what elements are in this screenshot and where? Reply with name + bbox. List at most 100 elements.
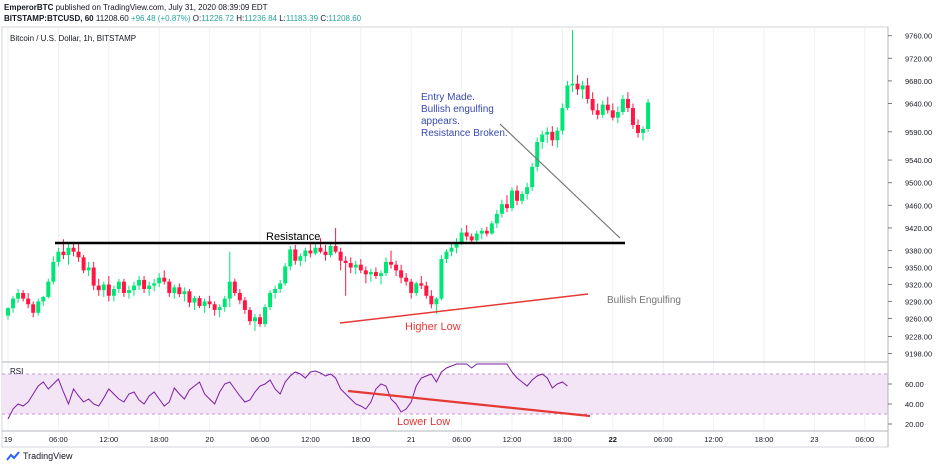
candle-body [469,236,474,241]
time-tick-label: 06:00 [452,435,471,444]
candle-body [499,204,504,214]
candle-body [147,285,152,290]
candle-body [192,298,197,303]
last-price: 11208.60 [95,14,129,23]
candle-body [464,232,469,237]
time-tick-label: 18:00 [351,435,370,444]
candle-body [318,247,323,252]
candle-body [419,283,424,286]
candle-body [449,247,454,252]
time-tick-label: 22 [609,435,617,444]
candle-body [646,102,651,129]
price-tick-label: 9320.00 [905,280,932,289]
time-tick-label: 06:00 [49,435,68,444]
time-tick-label: 20 [205,435,213,444]
candle-body [182,291,187,295]
candle-body [555,130,560,141]
candle-body [202,301,207,306]
candle-body [590,98,595,111]
time-tick-label: 18:00 [553,435,572,444]
symbol-info: BITSTAMP:BTCUSD, 60 11208.60 +96.48 (+0.… [4,14,362,23]
candle-body [242,300,247,310]
candle-body [137,279,142,286]
candle-body [252,317,257,322]
candle-body [121,281,126,293]
candle-body [414,283,419,293]
rsi-tick-label: 60.00 [905,380,924,389]
candle-body [222,298,227,308]
candle-body [132,285,136,291]
close-value: 11208.60 [328,14,362,23]
candle-body [293,249,298,261]
time-tick-label: 18:00 [755,435,774,444]
bullish-engulfing-label: Bullish Engulfing [607,295,681,306]
candle-body [585,85,590,99]
time-axis: 19 06:00 12:00 18:00 20 06:00 12:00 18:00 21 06:0… [4,435,874,444]
candle-body [434,298,439,305]
candle-body [520,194,525,201]
candle-body [373,272,378,276]
higher-low-label: Higher Low [405,321,461,333]
candle-body [540,134,545,142]
candle-body [560,108,565,131]
author-name[interactable]: EmperorBTC [4,3,54,12]
candle-body [36,301,41,313]
price-tick-label: 9350.00 [905,264,932,273]
lower-low-line [347,389,591,418]
price-tick-label: 9760.00 [905,32,932,41]
candle-body [515,190,520,201]
candle-body [66,247,71,256]
rsi-label: RSI [10,367,23,376]
candle-body [157,277,162,284]
candle-body [444,251,449,260]
candle-body [232,281,237,293]
candle-body [575,83,580,90]
candle-body [641,128,646,133]
candle-body [247,309,252,322]
time-tick-label: 06:00 [654,435,673,444]
price-tick-label: 9500.00 [905,179,932,188]
tradingview-brand[interactable]: TradingView [6,451,73,461]
candle-body [21,292,26,299]
candle-body [530,166,535,188]
candle-body [439,259,444,299]
high-value: 11236.84 [244,14,277,23]
candle-body [217,307,222,310]
candle-body [81,257,86,271]
candle-body [197,298,202,306]
open-value: 11226.72 [201,14,234,23]
candle-body [278,283,283,290]
candle-body [630,108,635,126]
entry-annotation-4: Resistance Broken. [421,128,508,139]
candle-body [283,266,288,284]
candle-body [142,279,147,290]
candle-body [504,204,509,209]
candle-body [615,112,620,118]
rsi-band-fill [2,374,888,414]
candle-body [111,289,116,296]
candle-body [26,298,31,305]
candlestick-series [6,30,651,331]
candle-body [71,247,76,252]
price-tick-label: 9260.00 [905,314,932,323]
candle-body [625,98,630,109]
time-tick-label: 19 [4,435,12,444]
rsi-band [2,373,888,415]
candle-body [525,187,530,194]
time-tick-label: 12:00 [99,435,118,444]
candle-body [96,285,101,291]
candle-body [263,307,268,325]
candle-body [212,304,217,310]
candle-body [333,246,338,252]
candle-body [580,85,585,90]
price-tick-label: 9640.00 [905,100,932,109]
candle-body [474,233,479,241]
rsi-series [7,363,568,420]
entry-annotation-3: appears. [421,116,460,127]
candle-body [358,264,363,271]
time-tick-label: 12:00 [301,435,320,444]
higher-low-line [339,293,589,324]
rsi-line [7,363,568,420]
price-tick-label: 9198.00 [905,349,932,358]
